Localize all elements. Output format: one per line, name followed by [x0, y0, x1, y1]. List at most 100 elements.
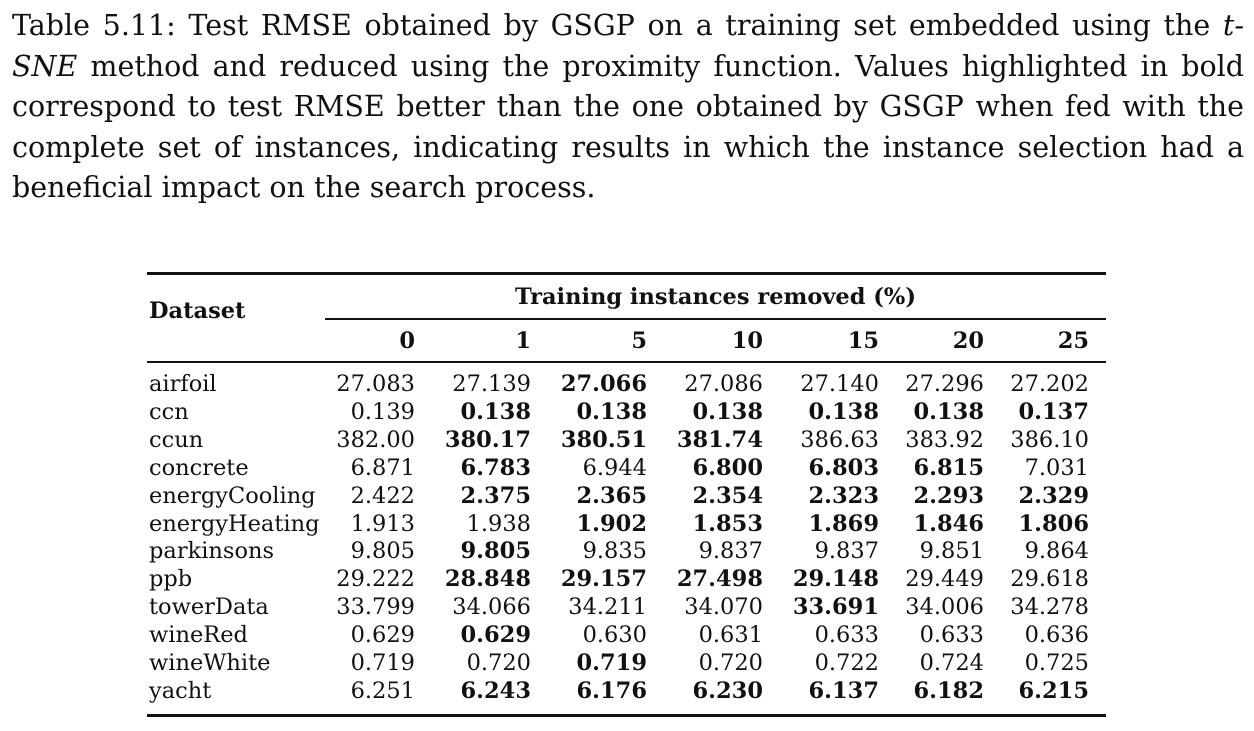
group-header: Training instances removed (%) — [515, 284, 916, 310]
rmse-cell: 27.083 — [336, 371, 415, 397]
rmse-cell: 9.864 — [1024, 538, 1089, 565]
rmse-cell: 6.251 — [350, 677, 415, 704]
rmse-cell: 1.902 — [576, 510, 647, 537]
rmse-cell: 1.853 — [692, 510, 763, 537]
rmse-cell: 2.293 — [913, 482, 984, 509]
rmse-cell: 6.815 — [913, 454, 984, 481]
rmse-cell: 27.498 — [676, 566, 763, 593]
rmse-cell: 27.140 — [800, 371, 879, 397]
table-bottom-rule — [147, 714, 1106, 717]
rmse-cell: 382.00 — [336, 426, 415, 453]
rmse-cell: 2.375 — [460, 482, 531, 509]
rmse-cell: 0.629 — [350, 622, 415, 649]
rmse-cell: 2.365 — [576, 482, 647, 509]
rmse-cell: 29.148 — [792, 566, 879, 593]
dataset-header: Dataset — [149, 298, 246, 324]
rmse-cell: 0.629 — [460, 622, 531, 649]
rmse-cell: 27.139 — [452, 371, 531, 397]
rmse-cell: 0.139 — [350, 398, 415, 425]
dataset-name: wineWhite — [149, 650, 271, 676]
dataset-name: energyHeating — [149, 510, 320, 537]
rmse-cell: 7.031 — [1024, 454, 1089, 481]
rmse-cell: 34.070 — [684, 594, 763, 621]
rmse-cell: 0.725 — [1024, 650, 1089, 676]
rmse-cell: 381.74 — [676, 426, 763, 453]
rmse-cell: 383.92 — [905, 426, 984, 453]
column-header-25: 25 — [1057, 328, 1089, 354]
rmse-cell: 33.799 — [336, 594, 415, 621]
dataset-name: yacht — [149, 677, 212, 704]
rmse-cell: 9.805 — [350, 538, 415, 565]
column-header-10: 10 — [731, 328, 763, 354]
rmse-cell: 0.633 — [814, 622, 879, 649]
rmse-cell: 34.278 — [1010, 594, 1089, 621]
rmse-cell: 386.63 — [800, 426, 879, 453]
dataset-name: ccn — [149, 398, 189, 425]
rmse-cell: 386.10 — [1010, 426, 1089, 453]
rmse-cell: 1.913 — [350, 510, 415, 537]
rmse-cell: 6.803 — [808, 454, 879, 481]
rmse-cell: 6.783 — [460, 454, 531, 481]
dataset-name: parkinsons — [149, 538, 275, 565]
rmse-cell: 0.633 — [919, 622, 984, 649]
column-header-1: 1 — [515, 328, 531, 354]
rmse-cell: 0.722 — [814, 650, 879, 676]
rmse-cell: 2.329 — [1018, 482, 1089, 509]
caption-method-name: t-SNE — [12, 9, 1244, 83]
rmse-cell: 6.230 — [692, 677, 763, 704]
rmse-cell: 2.422 — [350, 482, 415, 509]
rmse-cell: 380.51 — [560, 426, 647, 453]
table-caption: Table 5.11: Test RMSE obtained by GSGP o… — [12, 6, 1244, 209]
rmse-cell: 29.449 — [905, 566, 984, 593]
table-top-rule — [147, 272, 1106, 275]
rmse-cell: 2.323 — [808, 482, 879, 509]
rmse-cell: 27.202 — [1010, 371, 1089, 397]
rmse-cell: 6.215 — [1018, 677, 1089, 704]
dataset-name: energyCooling — [149, 482, 316, 509]
rmse-cell: 6.944 — [582, 454, 647, 481]
rmse-cell: 0.720 — [698, 650, 763, 676]
rmse-cell: 0.138 — [913, 398, 984, 425]
rmse-cell: 6.182 — [913, 677, 984, 704]
rmse-cell: 0.719 — [576, 650, 647, 676]
rmse-cell: 29.618 — [1010, 566, 1089, 593]
rmse-cell: 6.243 — [460, 677, 531, 704]
header-rule — [147, 361, 1106, 363]
rmse-cell: 6.176 — [576, 677, 647, 704]
rmse-cell: 9.837 — [814, 538, 879, 565]
rmse-cell: 27.066 — [560, 371, 647, 397]
rmse-cell: 34.211 — [568, 594, 647, 621]
rmse-cell: 6.137 — [808, 677, 879, 704]
dataset-name: ppb — [149, 566, 193, 593]
column-header-5: 5 — [631, 328, 647, 354]
rmse-cell: 0.138 — [576, 398, 647, 425]
rmse-cell: 34.066 — [452, 594, 531, 621]
rmse-cell: 29.157 — [560, 566, 647, 593]
dataset-name: towerData — [149, 594, 269, 621]
rmse-cell: 0.720 — [466, 650, 531, 676]
rmse-cell: 6.871 — [350, 454, 415, 481]
rmse-cell: 9.851 — [919, 538, 984, 565]
rmse-cell: 0.631 — [698, 622, 763, 649]
rmse-cell: 0.137 — [1018, 398, 1089, 425]
rmse-cell: 6.800 — [692, 454, 763, 481]
column-header-15: 15 — [847, 328, 879, 354]
dataset-name: concrete — [149, 454, 249, 481]
rmse-cell: 2.354 — [692, 482, 763, 509]
rmse-cell: 27.086 — [684, 371, 763, 397]
dataset-name: wineRed — [149, 622, 248, 649]
rmse-cell: 1.938 — [466, 510, 531, 537]
rmse-cell: 27.296 — [905, 371, 984, 397]
rmse-cell: 0.724 — [919, 650, 984, 676]
rmse-cell: 9.837 — [698, 538, 763, 565]
rmse-cell: 28.848 — [444, 566, 531, 593]
rmse-cell: 1.846 — [913, 510, 984, 537]
rmse-cell: 34.006 — [905, 594, 984, 621]
rmse-cell: 0.719 — [350, 650, 415, 676]
rmse-cell: 0.138 — [808, 398, 879, 425]
dataset-name: airfoil — [149, 371, 217, 397]
rmse-cell: 1.806 — [1018, 510, 1089, 537]
rmse-cell: 33.691 — [792, 594, 879, 621]
caption-text-end: method and reduced using the proximity f… — [12, 49, 1244, 205]
rmse-cell: 9.835 — [582, 538, 647, 565]
